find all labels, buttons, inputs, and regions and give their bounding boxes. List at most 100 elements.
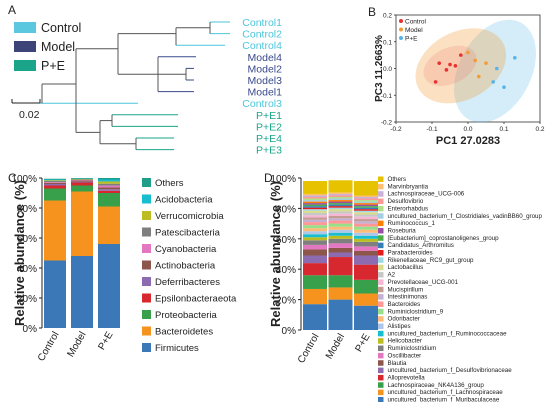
legend-label: Parabacteroides: [388, 250, 433, 257]
legend-swatch: [378, 397, 384, 402]
bar-segment: [71, 180, 93, 182]
bar-segment: [328, 257, 353, 276]
scale-bar-label: 0.02: [19, 109, 40, 121]
bar-segment: [354, 195, 378, 197]
bar-segment: [98, 206, 120, 244]
legend-label: Cyanobacteria: [155, 244, 217, 255]
bar-segment: [71, 181, 93, 183]
panel-d: D 0% 20% 40% 60% 80% 100%Relative abundance (%…: [264, 171, 542, 402]
bar-segment: [328, 275, 353, 288]
bar-segment: [354, 293, 378, 306]
leaf-label: Control4: [242, 40, 282, 52]
legend-label: Patescibacteria: [155, 228, 221, 239]
bar-segment: [354, 221, 378, 224]
y-tick-label: 60%: [17, 234, 37, 245]
bar-segment: [303, 215, 327, 218]
bar-segment: [354, 181, 378, 196]
panel-a: A Control Model P+E Control1Control2Control4…: [8, 3, 282, 157]
legend-label: Epsilonbacteraeota: [155, 294, 237, 305]
legend-swatch: [378, 389, 384, 396]
legend-swatch: [378, 345, 384, 352]
point-control: [459, 53, 463, 57]
leaf-label: P+E2: [256, 121, 282, 133]
legend-label: uncultured_bacterium_f_Lachnospiraceae: [388, 389, 504, 396]
bar-segment: [328, 218, 353, 221]
category-label: P+E: [353, 332, 372, 354]
bar-segment: [354, 203, 378, 205]
bar-segment: [354, 209, 378, 211]
legend-label: Control: [41, 21, 81, 35]
bar-segment: [328, 180, 353, 193]
x-tick-label: 0.2: [535, 126, 544, 133]
leaf-label: Model1: [248, 87, 283, 99]
legend-swatch: [378, 286, 384, 293]
bar-segment: [328, 203, 353, 205]
bar-segment: [354, 264, 378, 280]
bar-segment: [328, 195, 353, 197]
bar-segment: [44, 184, 66, 186]
bar-segment: [328, 287, 353, 300]
bar-segment: [328, 198, 353, 201]
legend-label: Marvinbryantia: [388, 183, 429, 190]
legend-swatch: [378, 294, 384, 300]
legend-label: Others: [388, 176, 407, 183]
bar-segment: [328, 213, 353, 216]
legend-swatch: [378, 213, 384, 219]
legend-swatch: [142, 310, 151, 319]
plot-frame: [395, 14, 541, 123]
legend-swatch: [142, 211, 151, 220]
legend-label: Rikenellaceae_RC9_gut_group: [388, 257, 475, 264]
leaf-label: P+E1: [256, 110, 282, 122]
bar-segment: [354, 238, 378, 242]
bar-segment: [71, 178, 93, 179]
legend-swatch: [378, 272, 384, 278]
bar-segment: [303, 197, 327, 199]
bar-segment: [328, 197, 353, 199]
legend-label: [Eubacterium]_coprostanoligenes_group: [388, 235, 500, 242]
y-tick-label: 0%: [282, 326, 297, 337]
legend-swatch: [142, 227, 151, 237]
bar-segment: [98, 193, 120, 207]
bar-segment: [303, 193, 327, 196]
leaf-label: Control3: [242, 98, 282, 110]
bar-segment: [303, 237, 327, 241]
leaf-label: Control1: [242, 17, 282, 29]
legend-swatch: [378, 330, 384, 337]
y-tick-label: 40%: [276, 265, 296, 276]
legend-swatch: [378, 257, 384, 263]
legend-swatch: [378, 242, 384, 249]
legend-label: P+E: [405, 36, 418, 43]
y-tick-label: 80%: [17, 204, 37, 215]
bar-segment: [303, 240, 327, 245]
legend-label: Ruminiclostridium: [388, 345, 437, 352]
bar-segment: [303, 206, 327, 208]
ellipse-model: [415, 28, 507, 104]
bar-segment: [354, 198, 378, 201]
point-control: [437, 61, 442, 65]
bar-segment: [303, 234, 327, 238]
bar-segment: [98, 189, 120, 191]
point-control: [444, 68, 449, 72]
bar-segment: [98, 178, 120, 180]
bar-segment: [98, 181, 120, 184]
bar-segment: [98, 187, 120, 190]
legend-label: Ruminococcus_1: [388, 220, 436, 227]
bar-segment: [44, 181, 66, 183]
y-tick-label: -0.2: [381, 120, 393, 127]
point-model: [466, 50, 470, 55]
legend-label: Oscillibacter: [388, 352, 422, 359]
bar-segment: [44, 188, 66, 201]
x-tick-label: -0.1: [426, 126, 438, 133]
bar-segment: [328, 238, 353, 244]
legend-swatch: [378, 316, 384, 322]
y-axis-label: Relative abundance (%): [268, 181, 283, 327]
bar-segment: [328, 220, 353, 224]
legend-swatch: [14, 22, 36, 33]
legend-swatch: [378, 176, 384, 182]
bar-segment: [303, 225, 327, 229]
bar-segment: [44, 200, 66, 261]
legend-label: Firmicutes: [155, 343, 199, 354]
x-tick-label: 0.1: [499, 126, 508, 133]
bar-segment: [354, 229, 378, 233]
